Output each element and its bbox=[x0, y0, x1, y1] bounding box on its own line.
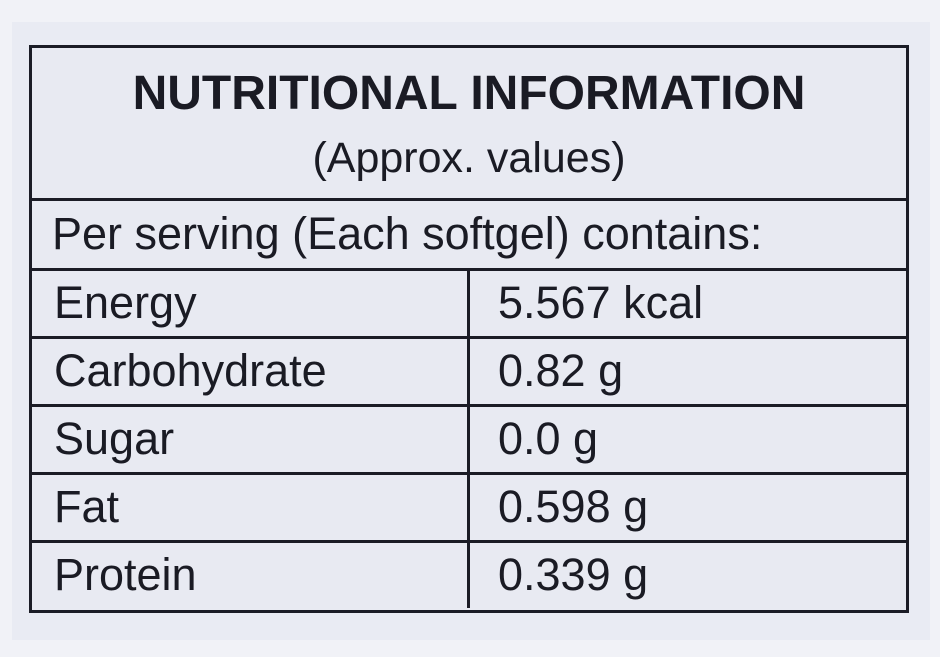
serving-line: Per serving (Each softgel) contains: bbox=[32, 201, 906, 271]
nutrient-value: 5.567 kcal bbox=[498, 277, 704, 328]
table-row-energy: Energy 5.567 kcal bbox=[32, 271, 906, 339]
nutrient-name: Fat bbox=[32, 475, 470, 540]
table-row-fat: Fat 0.598 g bbox=[32, 475, 906, 543]
table-row-carbohydrate: Carbohydrate 0.82 g bbox=[32, 339, 906, 407]
nutrient-value: 0.82 g bbox=[498, 345, 624, 396]
nutrient-value: 0.598 g bbox=[498, 481, 649, 532]
nutrient-name: Protein bbox=[32, 543, 470, 608]
nutrition-table: NUTRITIONAL INFORMATION (Approx. values)… bbox=[29, 45, 909, 613]
nutrient-name: Carbohydrate bbox=[32, 339, 470, 404]
nutrient-value: 0.0 g bbox=[498, 413, 599, 464]
table-row-sugar: Sugar 0.0 g bbox=[32, 407, 906, 475]
nutrient-value: 0.339 g bbox=[498, 549, 649, 600]
nutrient-name: Sugar bbox=[32, 407, 470, 472]
nutrient-rows: Energy 5.567 kcal Carbohydrate 0.82 g Su… bbox=[32, 271, 906, 610]
table-title: NUTRITIONAL INFORMATION bbox=[132, 67, 806, 120]
table-subtitle: (Approx. values) bbox=[312, 134, 626, 182]
nutrient-name: Energy bbox=[32, 271, 470, 336]
table-header: NUTRITIONAL INFORMATION (Approx. values) bbox=[32, 48, 906, 201]
table-row-protein: Protein 0.339 g bbox=[32, 543, 906, 608]
